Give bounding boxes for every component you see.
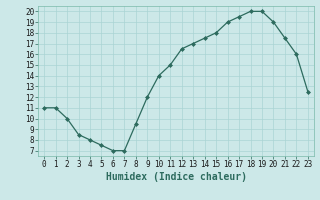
X-axis label: Humidex (Indice chaleur): Humidex (Indice chaleur): [106, 172, 246, 182]
